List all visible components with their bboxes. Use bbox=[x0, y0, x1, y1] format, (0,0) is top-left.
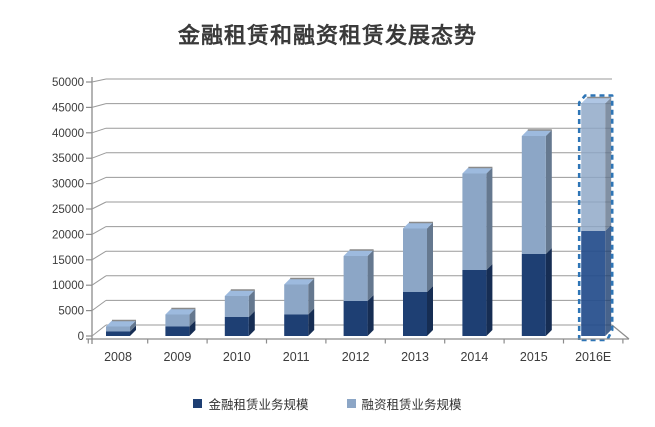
bar-segment-dark bbox=[581, 231, 606, 336]
bar-2014 bbox=[462, 166, 493, 336]
grid-connector bbox=[91, 275, 107, 286]
bar-segment-light bbox=[165, 314, 190, 327]
bar-side-light bbox=[130, 320, 136, 332]
bar-segment-dark bbox=[284, 314, 309, 336]
bar-top-face bbox=[343, 250, 374, 256]
legend-swatch-icon bbox=[193, 399, 203, 408]
legend-item-label: 金融租赁业务规模 bbox=[208, 398, 309, 412]
chart-title: 金融租赁和融资租赁发展态势 bbox=[177, 23, 477, 48]
y-tick-label: 5000 bbox=[58, 306, 84, 318]
grid-connector bbox=[91, 201, 107, 210]
bar-segment-dark bbox=[403, 292, 427, 336]
bar-2011 bbox=[284, 277, 315, 336]
bar-top-face bbox=[224, 290, 255, 296]
x-category-label: 2008 bbox=[104, 350, 132, 364]
bar-top-face bbox=[581, 97, 612, 104]
legend-swatch-icon bbox=[346, 399, 356, 408]
y-tick-label: 40000 bbox=[52, 128, 84, 140]
bar-side-dark bbox=[308, 308, 315, 336]
bar-2012 bbox=[343, 249, 374, 336]
bar-segment-light bbox=[521, 136, 546, 254]
estimate-dashed-outline bbox=[577, 94, 614, 342]
bar-segment-light bbox=[462, 173, 487, 270]
bar-segment-light bbox=[106, 326, 130, 332]
bar-segment-light bbox=[284, 284, 309, 315]
bar-side-dark bbox=[605, 225, 612, 336]
grid-connector bbox=[91, 103, 107, 108]
x-category-label: 2011 bbox=[283, 350, 310, 364]
grid-connector bbox=[91, 176, 107, 185]
bar-top-face bbox=[284, 278, 315, 285]
bar-side-light bbox=[367, 250, 374, 301]
bar-side-dark bbox=[248, 311, 255, 336]
legend-item-1: 融资租赁业务规模 bbox=[346, 394, 462, 413]
bar-top-face bbox=[403, 222, 433, 229]
bar-segment-dark bbox=[165, 326, 190, 336]
grid-connector bbox=[91, 324, 107, 337]
bar-top-face bbox=[521, 130, 552, 136]
bar-side-dark bbox=[427, 286, 433, 336]
bar-2015 bbox=[521, 129, 552, 336]
y-tick-label: 30000 bbox=[52, 179, 84, 191]
x-category-label: 2009 bbox=[163, 350, 191, 364]
bar-segment-dark bbox=[343, 301, 368, 336]
bar-side-light bbox=[486, 167, 493, 270]
y-tick-label: 35000 bbox=[52, 153, 84, 165]
bar-segment-light bbox=[581, 103, 606, 231]
grid-connector bbox=[91, 299, 107, 312]
y-tick-label: 50000 bbox=[52, 77, 84, 89]
x-category-label: 2015 bbox=[520, 350, 548, 364]
bar-side-light bbox=[308, 278, 315, 315]
bar-2016E bbox=[577, 94, 614, 342]
grid-connector bbox=[91, 152, 107, 159]
y-tick-label: 10000 bbox=[52, 280, 84, 292]
bar-side-light bbox=[427, 222, 433, 292]
bar-top-face bbox=[462, 167, 493, 174]
bar-side-dark bbox=[189, 320, 196, 336]
y-tick-label: 45000 bbox=[52, 102, 84, 114]
x-category-label: 2010 bbox=[223, 350, 251, 364]
x-category-label: 2012 bbox=[342, 350, 370, 364]
bar-segment-dark bbox=[106, 331, 130, 336]
bar-side-light bbox=[545, 130, 552, 254]
floor-right-edge bbox=[611, 324, 630, 340]
bar-segment-dark bbox=[224, 317, 249, 336]
bar-segment-dark bbox=[462, 270, 487, 336]
bar-2009 bbox=[165, 307, 196, 336]
bar-top-face bbox=[165, 308, 196, 315]
bar-side-dark bbox=[545, 248, 552, 336]
bar-2008 bbox=[106, 319, 136, 336]
x-category-label: 2013 bbox=[401, 350, 429, 364]
legend-item-0: 金融租赁业务规模 bbox=[193, 394, 309, 413]
legend: 金融租赁业务规模 融资租赁业务规模 bbox=[0, 394, 655, 413]
bar-side-light bbox=[248, 290, 255, 317]
bar-top-face bbox=[106, 320, 136, 327]
bar-segment-light bbox=[403, 228, 427, 292]
bar-side-light bbox=[605, 97, 612, 231]
bar-side-dark bbox=[486, 264, 493, 336]
bar-segment-dark bbox=[521, 254, 546, 336]
bar-side-dark bbox=[367, 295, 374, 336]
y-tick-label: 25000 bbox=[52, 204, 84, 216]
bar-segment-light bbox=[343, 256, 368, 301]
y-tick-label: 20000 bbox=[52, 229, 84, 241]
grid-connector bbox=[91, 127, 107, 134]
bar-2010 bbox=[224, 289, 255, 336]
bar-2013 bbox=[403, 221, 433, 336]
grid-connector bbox=[91, 78, 107, 83]
x-category-label: 2014 bbox=[460, 350, 488, 364]
y-tick-label: 15000 bbox=[52, 255, 84, 267]
bar-segment-light bbox=[224, 296, 249, 317]
y-tick-label: 0 bbox=[78, 331, 84, 343]
bar-side-dark bbox=[130, 325, 136, 336]
x-category-label: 2016E bbox=[575, 350, 611, 364]
legend-item-label: 融资租赁业务规模 bbox=[361, 398, 462, 412]
grid-connector bbox=[91, 226, 107, 235]
grid-connector bbox=[91, 250, 107, 261]
